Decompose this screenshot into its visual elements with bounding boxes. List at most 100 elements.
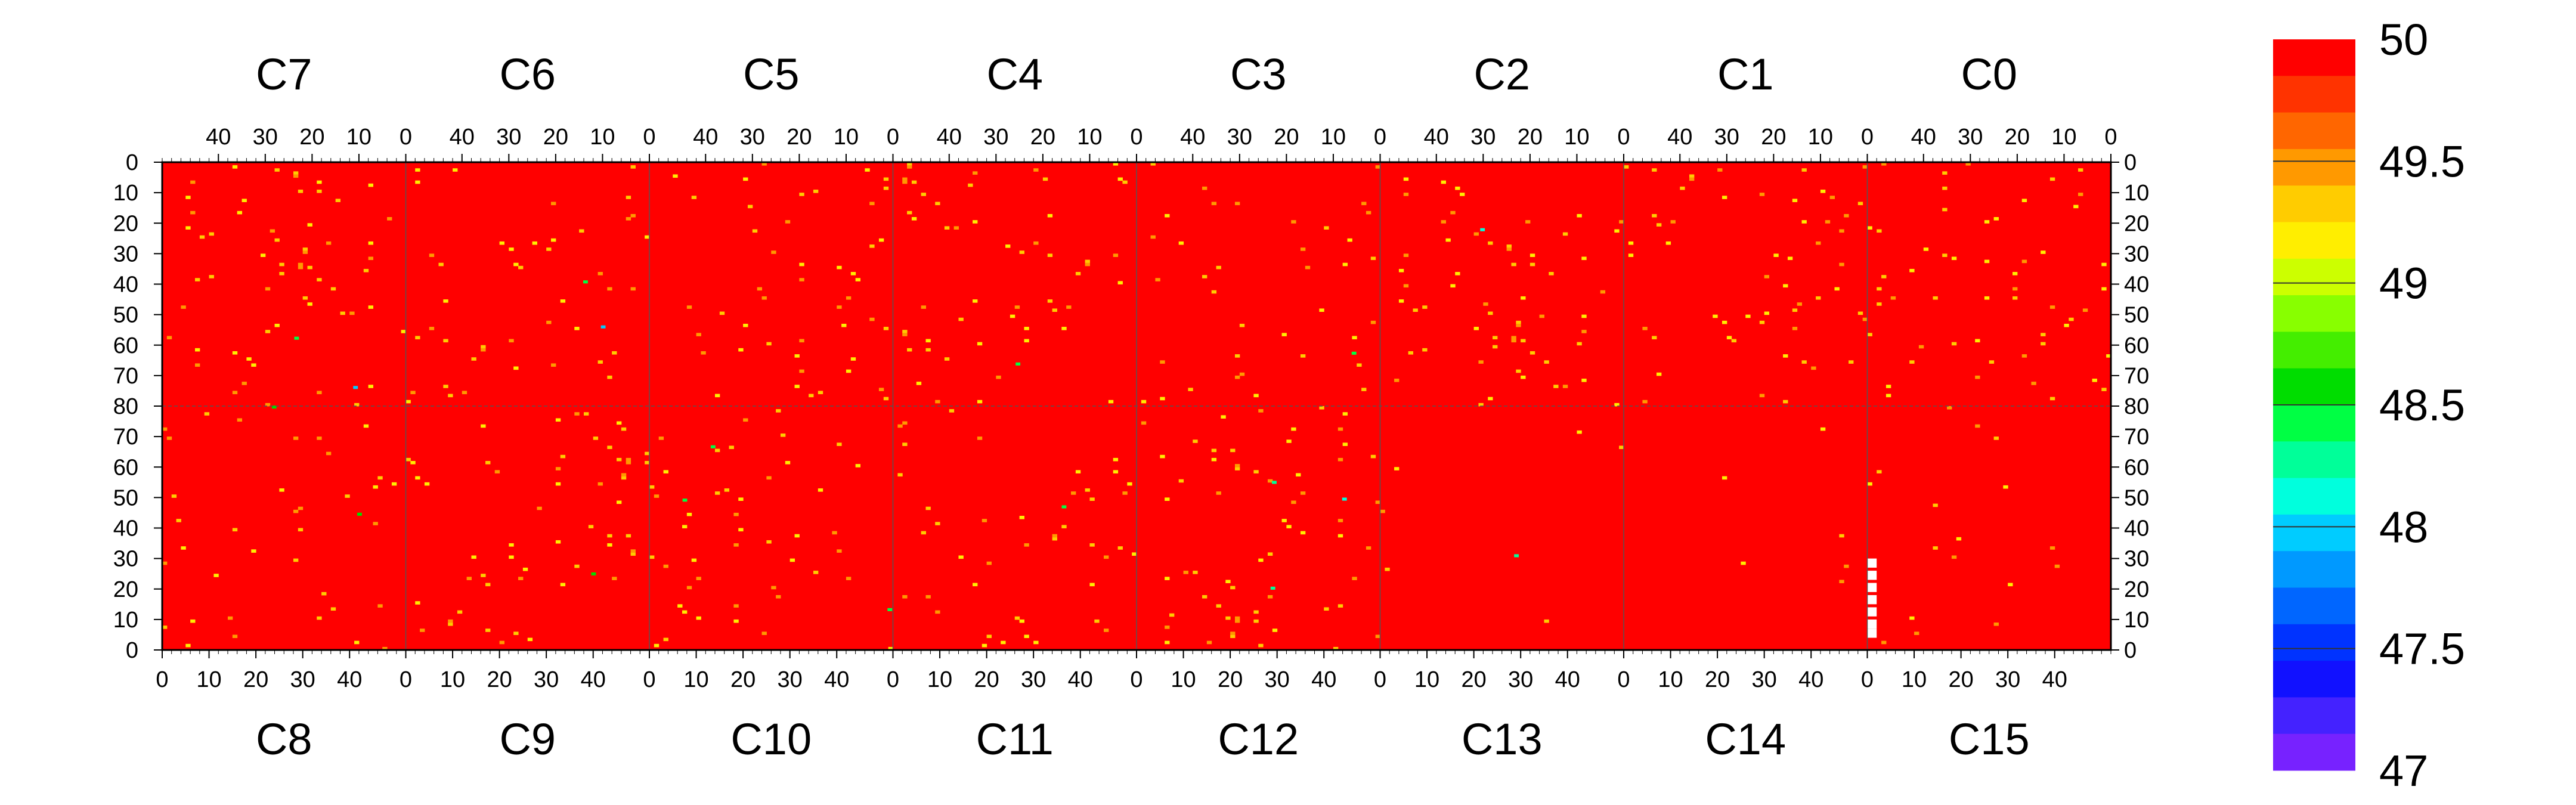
heatmap-pixel (251, 363, 256, 367)
colorbar-segment (2273, 39, 2355, 76)
heatmap-pixel (658, 436, 664, 440)
left-y-tick-label: 0 (126, 150, 138, 175)
heatmap-pixel (663, 637, 668, 642)
heatmap-pixel (509, 339, 514, 343)
bottom-x-tick-label: 0 (1617, 667, 1630, 692)
heatmap-pixel (363, 424, 369, 428)
left-y-tick-label: 70 (113, 364, 138, 389)
heatmap-pixel (1975, 339, 1980, 343)
bottom-x-tick-label: 40 (824, 667, 849, 692)
heatmap-pixel (761, 162, 767, 166)
heatmap-pixel (743, 177, 748, 181)
heatmap-pixel (274, 168, 280, 172)
heatmap-pixel (1202, 186, 1208, 190)
heatmap-pixel (1075, 272, 1081, 275)
left-y-tick-label: 60 (113, 333, 138, 358)
colorbar-segment (2273, 222, 2355, 259)
heatmap-pixel (902, 421, 908, 425)
heatmap-pixel (813, 190, 819, 193)
heatmap-pixel (719, 311, 725, 315)
heatmap-pixel (1539, 314, 1544, 318)
left-y-tick-label: 80 (113, 394, 138, 419)
colorbar-segment (2273, 733, 2355, 771)
heatmap-pixel (1113, 457, 1119, 462)
left-y-tick-label: 40 (113, 516, 138, 541)
heatmap-pixel (1614, 229, 1620, 233)
heatmap-pixel (1947, 406, 1952, 410)
heatmap-pixel (1914, 631, 1919, 635)
bottom-x-tick-label: 0 (1861, 667, 1874, 692)
heatmap-pixel (663, 470, 668, 473)
heatmap-pixel (1352, 336, 1357, 340)
heatmap-pixel (2101, 262, 2107, 267)
heatmap-pixel (761, 296, 767, 300)
heatmap-pixel (1394, 467, 1400, 470)
heatmap-pixel (574, 327, 580, 330)
heatmap-pixel (265, 402, 271, 407)
heatmap-pixel (691, 558, 697, 562)
heatmap-pixel (293, 174, 299, 178)
heatmap-pixel (405, 400, 411, 404)
heatmap-pixel (1113, 162, 1119, 166)
colorbar-segment (2273, 258, 2355, 296)
heatmap-pixel (1211, 457, 1217, 462)
heatmap-pixel (1394, 378, 1400, 382)
heatmap-pixel (1942, 208, 1948, 212)
top-x-tick-label: 0 (2104, 125, 2117, 150)
heatmap-pixel (513, 631, 519, 635)
heatmap-pixel (1478, 402, 1484, 407)
top-chip-label: C5 (743, 49, 800, 99)
heatmap-pixel (733, 619, 739, 623)
heatmap-pixel (1993, 217, 1999, 221)
heatmap-pixel (837, 305, 842, 309)
heatmap-pixel (298, 262, 304, 267)
heatmap-pixel (485, 628, 491, 632)
heatmap-pixel (1493, 336, 1498, 340)
heatmap-pixel (1473, 232, 1479, 236)
heatmap-pixel (1193, 439, 1198, 443)
heatmap-pixel (387, 217, 392, 221)
left-y-tick-label: 20 (113, 211, 138, 236)
heatmap-pixel (902, 180, 908, 184)
heatmap-pixel (902, 442, 908, 446)
heatmap-pixel (509, 555, 514, 559)
bottom-chip-label: C12 (1218, 714, 1299, 764)
heatmap-pixel (1230, 634, 1236, 639)
heatmap-pixel (429, 327, 435, 330)
heatmap-pixel (935, 610, 940, 614)
heatmap-pixel (1450, 210, 1456, 215)
heatmap-pixel (204, 412, 210, 416)
heatmap-pixel (518, 577, 524, 580)
heatmap-pixel (1085, 262, 1090, 267)
heatmap-pixel (1530, 262, 1535, 267)
heatmap-pixel (1253, 610, 1259, 614)
heatmap-pixel (626, 457, 631, 462)
heatmap-pixel (1104, 628, 1109, 632)
heatmap-pixel (1347, 238, 1352, 242)
left-y-tick-label: 20 (113, 577, 138, 602)
heatmap-pixel (1975, 424, 1980, 428)
bottom-x-tick-label: 0 (156, 667, 168, 692)
heatmap-pixel (907, 162, 912, 166)
heatmap-pixel (551, 202, 556, 206)
heatmap-pixel (1885, 394, 1891, 398)
heatmap-pixel (1113, 470, 1119, 473)
heatmap-pixel (1052, 308, 1057, 312)
heatmap-pixel (977, 436, 983, 440)
heatmap-pixel (1731, 339, 1737, 343)
top-x-tick-label: 0 (643, 125, 655, 150)
top-chip-label: C2 (1473, 49, 1530, 99)
heatmap-pixel (1061, 505, 1067, 509)
top-x-tick-label: 20 (1030, 125, 1055, 150)
colorbar-tick-label: 50 (2379, 15, 2428, 64)
heatmap-pixel (1319, 406, 1324, 410)
heatmap-pixel (1984, 220, 1990, 224)
heatmap-pixel (574, 564, 580, 568)
heatmap-pixel (2021, 199, 2027, 202)
heatmap-pixel (1291, 220, 1296, 224)
heatmap-pixel (1581, 314, 1587, 318)
heatmap-pixel (1923, 247, 1929, 251)
heatmap-pixel (368, 256, 374, 261)
heatmap-pixel (1521, 339, 1526, 343)
right-y-tick-label: 0 (2124, 638, 2137, 663)
